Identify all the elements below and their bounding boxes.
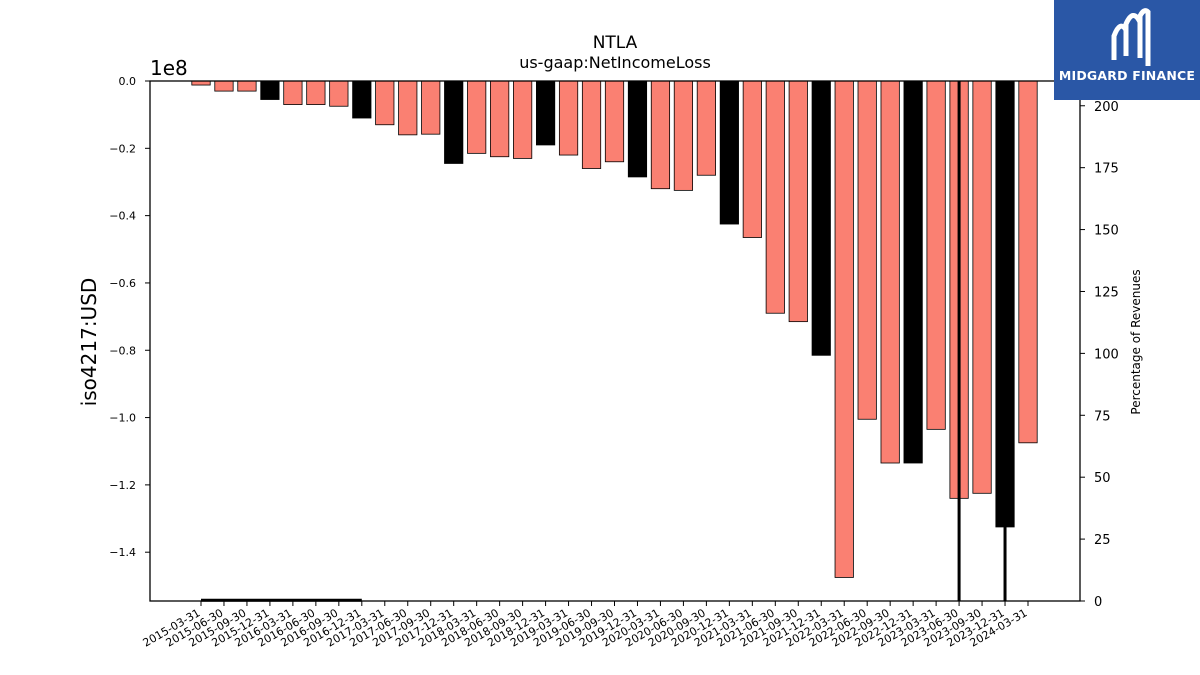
bar-2020-06-30 (673, 80, 694, 191)
bar-2018-12-31 (535, 80, 556, 146)
bar-2021-03-31 (742, 80, 762, 238)
y2-tick-label: 25 (1094, 533, 1111, 548)
bar-2016-03-31 (283, 80, 303, 105)
y2-ticks-group: 0 25 50 75 100 125 150 175 200 (1080, 100, 1119, 610)
x-ticks-group: 2015-03-312015-06-302015-09-302015-12-31… (141, 601, 1030, 650)
bar-2020-03-31 (650, 80, 671, 190)
y-tick-label: −0.2 (109, 142, 136, 155)
y-axis-label: iso4217:USD (77, 278, 101, 407)
y2-axis-label: Percentage of Revenues (1129, 269, 1143, 414)
bar-2024-03-31 (1018, 80, 1038, 444)
bars-group (191, 80, 1038, 578)
bar-2016-06-30 (306, 80, 326, 105)
bar-2019-03-31 (558, 80, 579, 156)
chart-subtitle: us-gaap:NetIncomeLoss (519, 53, 711, 72)
bar-2020-09-30 (696, 80, 716, 176)
bar-2021-12-31 (811, 80, 831, 356)
y-tick-label: −1.0 (109, 412, 136, 425)
bar-2016-12-31 (352, 80, 372, 119)
bar-2018-03-31 (467, 80, 487, 154)
y2-tick-label: 200 (1094, 100, 1119, 115)
bar-2019-12-31 (627, 80, 648, 178)
y-tick-label: −0.8 (109, 344, 136, 357)
midgard-logo: MIDGARD FINANCE (1054, 0, 1200, 100)
logo-text: MIDGARD FINANCE (1058, 68, 1196, 83)
bar-2022-06-30 (857, 80, 877, 420)
bar-2022-12-31 (903, 80, 923, 464)
bar-2015-06-30 (214, 80, 234, 92)
bar-2017-09-30 (421, 80, 441, 135)
y-tick-label: −0.6 (109, 277, 136, 290)
y2-tick-label: 175 (1094, 162, 1119, 177)
y-ticks-group: 0.0 −0.2 −0.4 −0.6 −0.8 −1.0 −1.2 −1.4 (109, 75, 150, 559)
bar-2022-09-30 (880, 80, 900, 464)
bar-2017-03-31 (375, 80, 395, 126)
y2-tick-label: 150 (1094, 224, 1119, 239)
bar-2020-12-31 (719, 80, 739, 225)
bar-2017-06-30 (398, 80, 418, 136)
bar-2021-09-30 (788, 80, 808, 323)
y2-tick-label: 50 (1094, 471, 1111, 486)
plot-frame (149, 80, 1081, 602)
bar-2022-03-31 (834, 80, 854, 578)
bar-2019-06-30 (581, 80, 602, 169)
bar-2018-09-30 (513, 80, 533, 159)
bar-2015-09-30 (237, 80, 257, 92)
bar-2017-12-31 (444, 80, 464, 164)
percent-series-group (201, 81, 1007, 602)
y2-tick-label: 75 (1094, 409, 1111, 424)
y2-tick-label: 125 (1094, 285, 1119, 300)
y-tick-label: −0.4 (109, 210, 136, 223)
y-tick-label: −1.2 (109, 479, 136, 492)
chart-title: NTLA (593, 33, 638, 53)
y-tick-label: −1.4 (109, 546, 136, 559)
bar-2018-06-30 (490, 80, 510, 158)
y-tick-label: 0.0 (119, 75, 137, 88)
bar-2023-09-30 (972, 80, 992, 494)
bar-2021-06-30 (765, 80, 785, 314)
y2-tick-label: 100 (1094, 347, 1119, 362)
midgard-logo-icon (1111, 8, 1151, 66)
bar-2016-09-30 (329, 80, 349, 107)
y2-tick-label: 0 (1094, 595, 1102, 610)
bar-2019-09-30 (604, 80, 625, 163)
y-scale-label: 1e8 (150, 56, 188, 80)
bar-2015-12-31 (260, 80, 280, 100)
bar-2023-03-31 (926, 80, 946, 430)
